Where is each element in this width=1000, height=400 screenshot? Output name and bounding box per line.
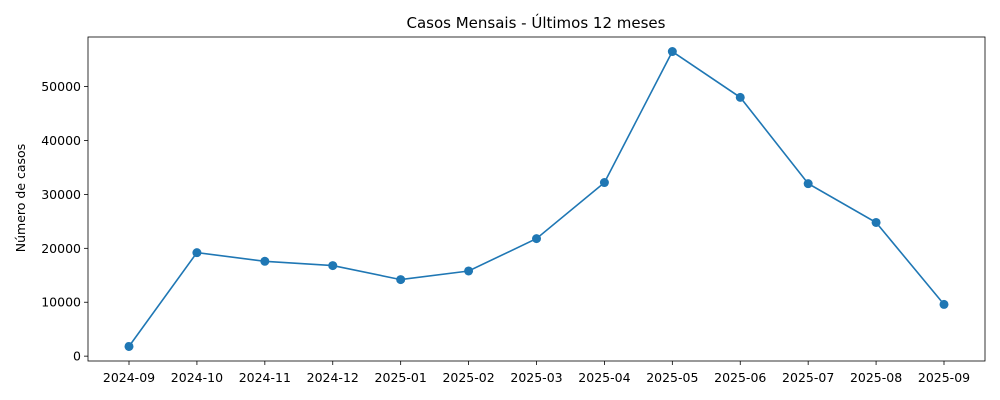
chart-title: Casos Mensais - Últimos 12 meses [407,13,666,32]
y-tick-label: 20000 [41,241,81,256]
data-point [599,178,609,188]
x-tick-label: 2024-11 [239,370,291,385]
x-tick-label: 2025-05 [646,370,698,385]
data-point [396,275,406,285]
y-tick-label: 0 [73,349,81,364]
data-point [192,248,202,258]
data-point [124,341,134,351]
x-tick-label: 2025-06 [714,370,766,385]
data-point [735,92,745,102]
y-tick-label: 50000 [41,79,81,94]
x-tick-label: 2025-08 [850,370,902,385]
data-point [803,179,813,189]
x-tick-label: 2025-03 [510,370,562,385]
series-group [124,47,949,351]
data-point [532,234,541,244]
data-point [667,47,677,57]
x-tick-label: 2025-04 [578,370,630,385]
data-point [464,266,474,276]
x-tick-label: 2024-12 [307,370,359,385]
x-tick-label: 2025-01 [375,370,427,385]
data-point [260,256,270,266]
x-tick-label: 2025-09 [918,370,970,385]
y-tick-label: 10000 [41,295,81,310]
data-point [939,299,949,309]
x-tick-label: 2025-07 [782,370,834,385]
plot-area-frame [87,36,986,362]
y-tick-label: 40000 [41,133,81,148]
x-tick-label: 2024-09 [103,370,155,385]
y-axis-label: Número de casos [13,144,28,252]
x-axis: 2024-09 2024-10 2024-11 2024-12 2025-01 2025-… [103,361,970,385]
data-point [871,217,881,227]
y-axis: 0 10000 20000 30000 40000 50000 [41,79,88,364]
series-line [128,50,945,347]
data-point [328,261,338,271]
x-tick-label: 2024-10 [171,370,223,385]
x-tick-label: 2025-02 [442,370,494,385]
y-tick-label: 30000 [41,187,81,202]
